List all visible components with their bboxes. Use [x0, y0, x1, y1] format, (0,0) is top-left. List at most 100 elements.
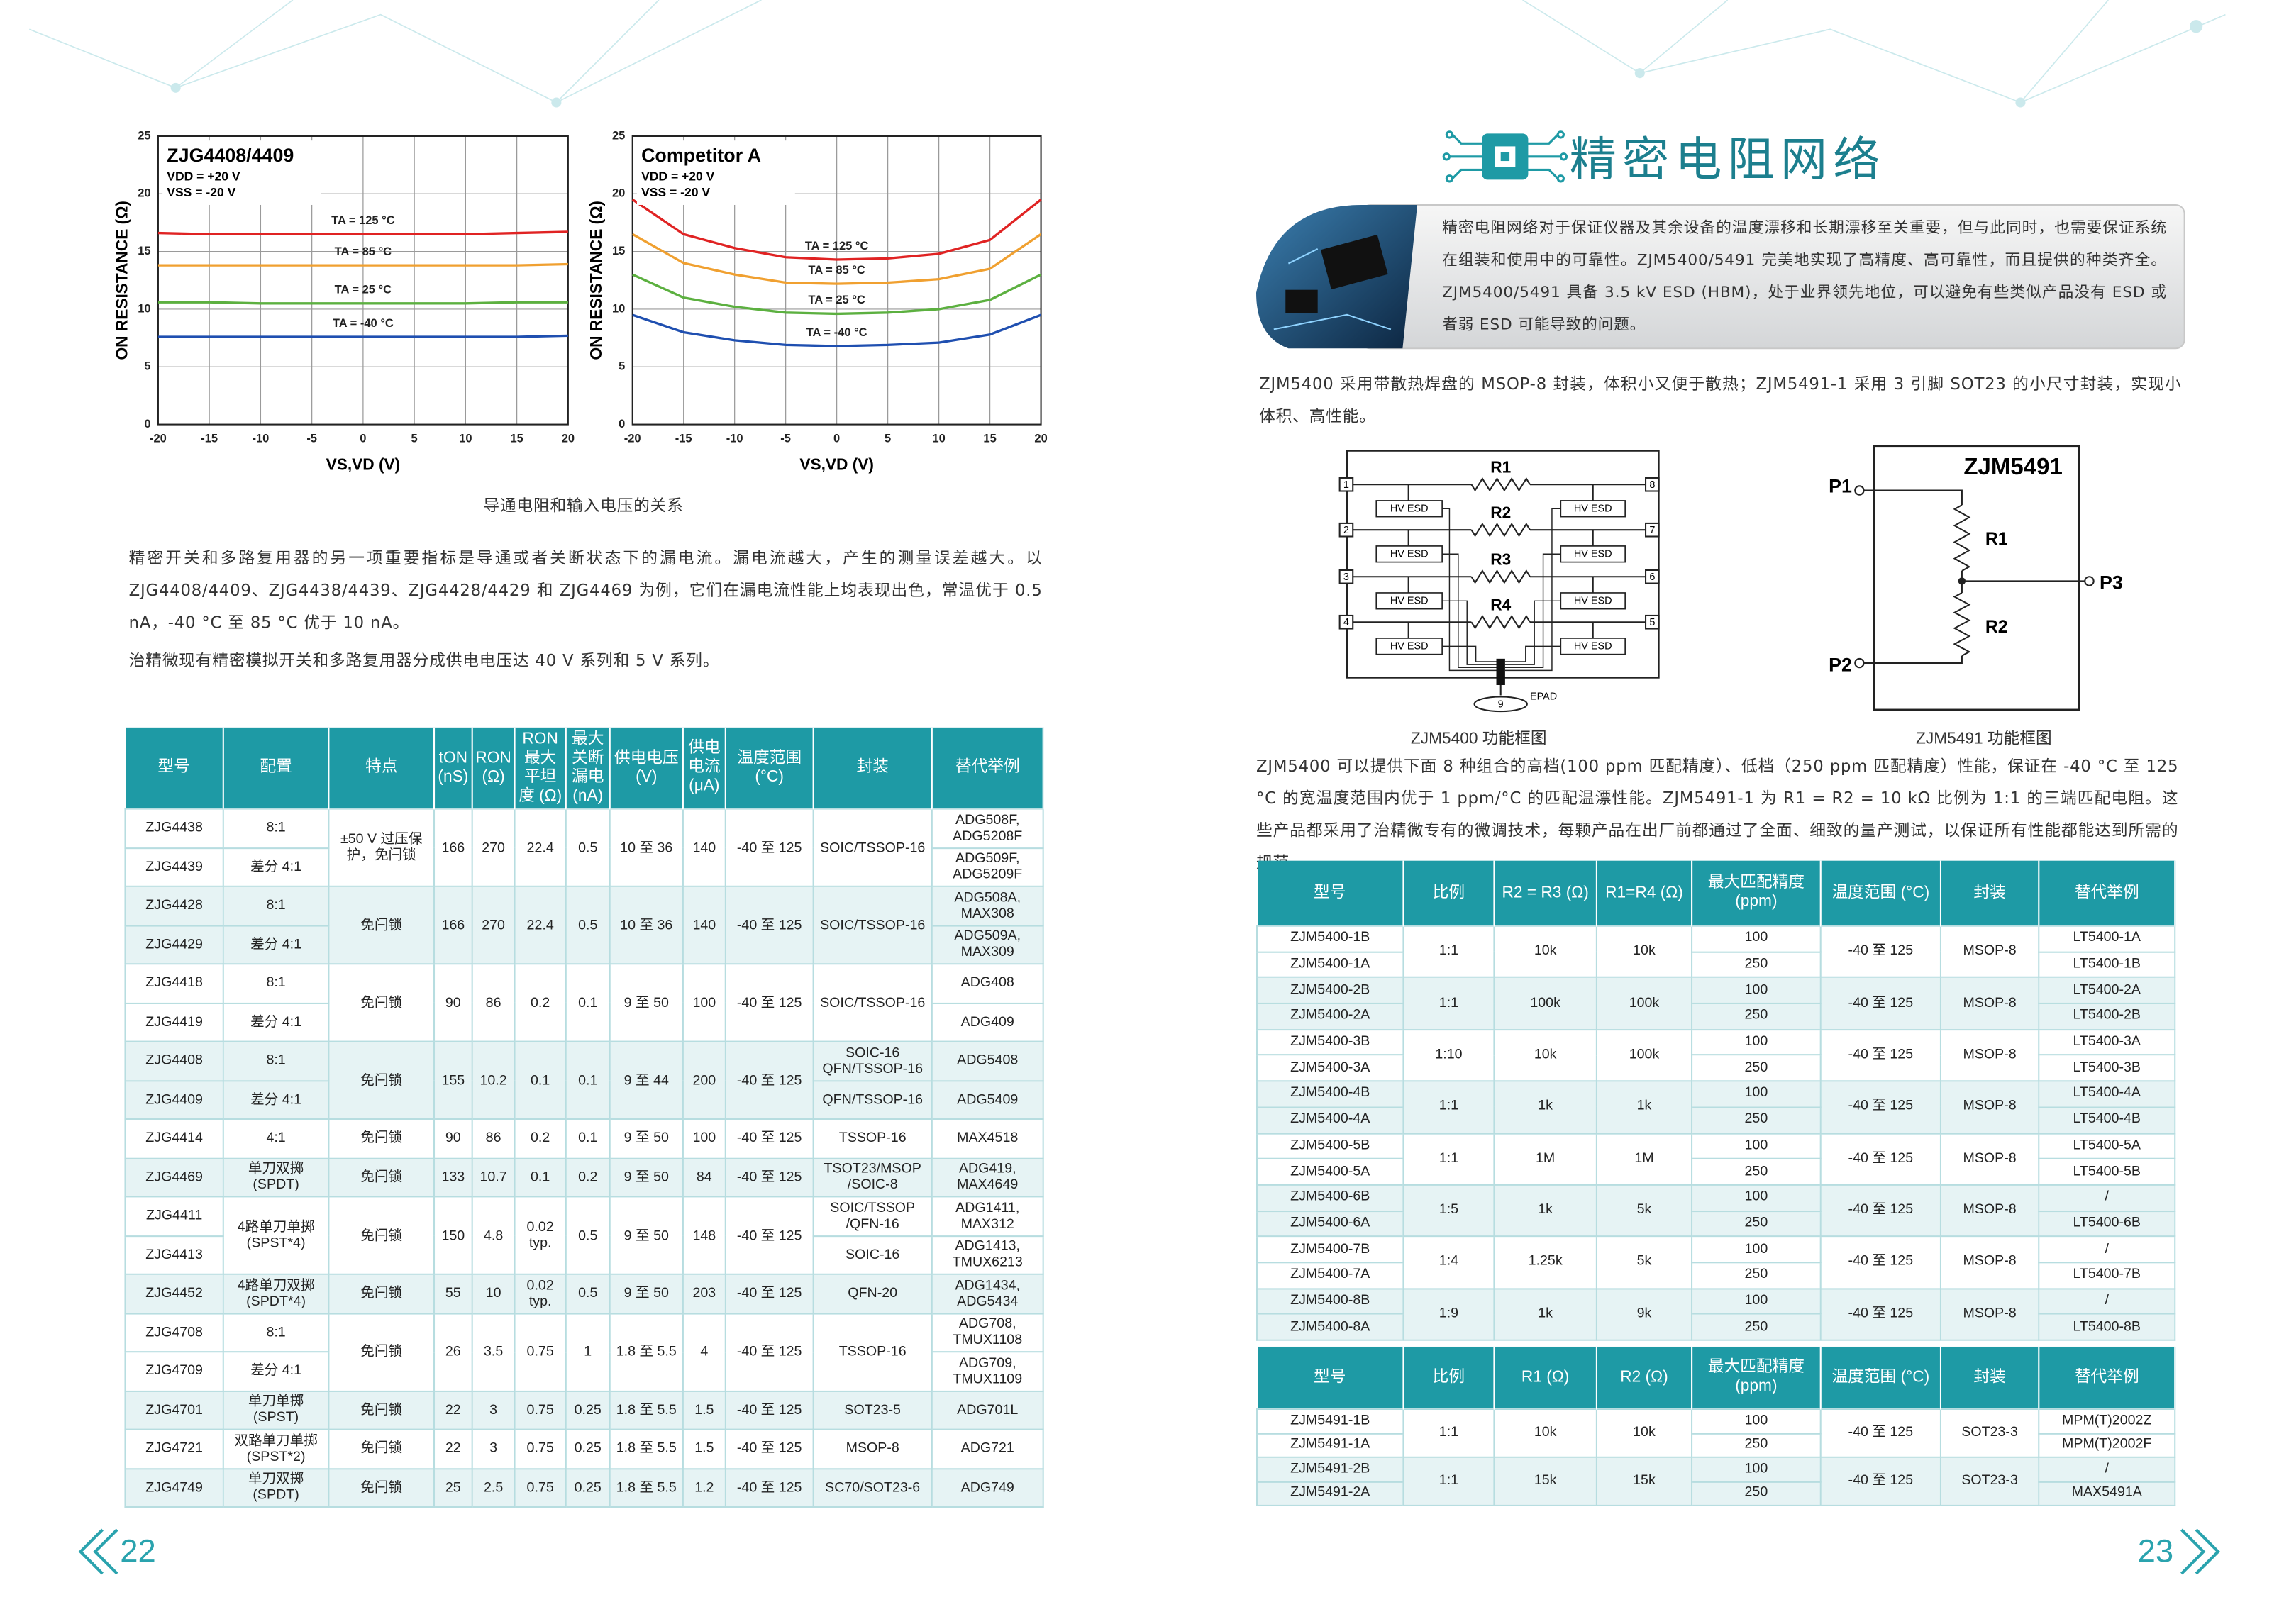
- table-cell: 84: [682, 1157, 726, 1198]
- table-cell: MSOP-8: [812, 1428, 933, 1469]
- table-row: ZJG4708 8:1 免闩锁 26 3.5 0.75 1 1.8 至 5.5 4 -40 至 1…: [124, 1312, 1044, 1391]
- x-tick-label: 5: [411, 433, 418, 445]
- table-cell: MSOP-8: [1939, 1028, 2040, 1082]
- table-cell: 单刀双掷 (SPDT): [222, 1467, 330, 1508]
- paragraph: ZJM5400 采用带散热焊盘的 MSOP-8 封装，体积小又便于散热；ZJM5…: [1259, 374, 2182, 426]
- table-cell: TSOT23/MSOP /SOIC-8: [812, 1157, 933, 1198]
- table-cell: 1k: [1493, 1184, 1597, 1238]
- column-header: 配置: [223, 727, 330, 809]
- table-row: ZJM5400-1A 250 LT5400-1B: [1255, 951, 2176, 979]
- resistor: [1953, 592, 1971, 657]
- table-cell: 22.4: [514, 885, 567, 965]
- diagram-caption: ZJM5400 功能框图: [1411, 728, 1547, 747]
- series-line: [632, 273, 1042, 316]
- table-cell: ZJG4428: [124, 885, 224, 926]
- series-label: TA = 85 °C: [335, 245, 392, 258]
- table-cell: 差分 4:1: [222, 1001, 330, 1042]
- table-cell: 10k: [1595, 925, 1693, 979]
- table-cell: 86: [471, 1118, 516, 1159]
- table-cell: 4路单刀单掷 (SPST*4): [222, 1196, 330, 1275]
- intro-box: [1255, 204, 2185, 350]
- table-cell: LT5400-7B: [2038, 1262, 2176, 1289]
- resistor: [1470, 523, 1531, 538]
- table-cell: 0.1: [514, 1157, 567, 1198]
- x-tick-label: 20: [1034, 433, 1047, 445]
- pin-label: P3: [2100, 572, 2123, 594]
- x-tick-label: 10: [932, 433, 945, 445]
- table-cell: -40 至 125: [1819, 925, 1941, 979]
- table-cell: ZJM5400-7B: [1255, 1235, 1404, 1264]
- table-cell: LT5400-1A: [2038, 925, 2176, 953]
- table-cell: ADG721: [931, 1428, 1044, 1469]
- wire: [1442, 508, 1561, 672]
- table-cell: 单刀双掷 (SPDT): [222, 1157, 330, 1198]
- y-tick-label: 15: [138, 245, 150, 257]
- table-cell: MSOP-8: [1939, 1287, 2040, 1341]
- series-label: TA = 85 °C: [808, 264, 865, 277]
- table-cell: LT5400-6B: [2038, 1210, 2176, 1238]
- column-header: 替代举例: [2039, 1346, 2176, 1409]
- table-cell: LT5400-1B: [2038, 951, 2176, 979]
- table-cell: ADG419, MAX4649: [931, 1157, 1044, 1198]
- table-cell: 10k: [1493, 1028, 1597, 1082]
- table-cell: 单刀单掷 (SPST): [222, 1389, 330, 1430]
- table-cell: 0.5: [565, 1196, 611, 1275]
- table-cell: 100: [1691, 1028, 1822, 1057]
- table-cell: ZJG4429: [124, 924, 224, 965]
- series-line: [157, 301, 568, 305]
- table-cell: 250: [1691, 1432, 1822, 1458]
- column-header: 封装: [813, 727, 933, 809]
- chart-title: ZJG4408/4409: [167, 145, 294, 166]
- column-header: 封装: [1940, 860, 2040, 926]
- wire: [1353, 529, 1646, 546]
- table-cell: 0.02 typ.: [514, 1196, 567, 1275]
- terminal: [2084, 576, 2095, 586]
- wire: [1442, 645, 1561, 662]
- table-row: ZJM5400-6A 250 LT5400-6B: [1255, 1210, 2176, 1238]
- table-cell: SOT23-3: [1939, 1456, 2040, 1506]
- x-axis-label: VS,VD (V): [799, 455, 874, 473]
- table-cell: MAX4518: [931, 1118, 1044, 1159]
- table-cell: 0.5: [565, 1273, 611, 1314]
- resistor-label: R2: [1490, 503, 1511, 521]
- table-cell: 免闩锁: [328, 963, 436, 1042]
- esd-label: HV ESD: [1574, 504, 1612, 515]
- table-cell: 0.5: [565, 808, 611, 887]
- table-cell: ZJG4418: [124, 963, 224, 1003]
- table-cell: ZJG4414: [124, 1118, 224, 1159]
- table-cell: 100: [1691, 1287, 1822, 1316]
- x-tick-label: 5: [885, 433, 891, 445]
- series-line: [631, 199, 1042, 261]
- table-cell: ZJM5400-1A: [1255, 951, 1404, 979]
- table-cell: 1:1: [1402, 1132, 1495, 1186]
- title-box: [636, 140, 795, 205]
- pin-label: 2: [1343, 525, 1349, 536]
- diagram-title: ZJM5491: [1963, 453, 2062, 479]
- table-row: ZJG4411 4路单刀单掷 (SPST*4) 免闩锁 150 4.8 0.02 typ.…: [124, 1196, 1044, 1275]
- package-outline: [1873, 445, 2080, 711]
- series-label: TA = 25 °C: [335, 284, 392, 296]
- table-cell: ZJM5400-6B: [1255, 1184, 1404, 1212]
- table-cell: 150: [433, 1196, 473, 1275]
- column-header: 封装: [1940, 1346, 2040, 1409]
- table-cell: -40 至 125: [1819, 1408, 1941, 1458]
- column-header: 供电电压 (V): [609, 727, 684, 809]
- table-cell: MAX5491A: [2038, 1480, 2176, 1506]
- table-cell: ZJG4413: [124, 1235, 224, 1275]
- table-cell: 8:1: [222, 1312, 330, 1353]
- table-cell: 0.25: [565, 1389, 611, 1430]
- resistor-label: R3: [1490, 550, 1511, 569]
- table-row: ZJM5400-5A 250 LT5400-5B: [1255, 1158, 2176, 1186]
- resistor-label: R1: [1490, 458, 1511, 477]
- table-cell: -40 至 125: [724, 1389, 814, 1430]
- column-header: R1=R4 (Ω): [1596, 860, 1693, 926]
- table-cell: -40 至 125: [1819, 977, 1941, 1030]
- table-cell: -40 至 125: [1819, 1028, 1941, 1082]
- table-cell: SOIC-16 QFN/TSSOP-16: [812, 1040, 933, 1081]
- resistor-label: R1: [1985, 530, 2008, 549]
- column-header: tON (nS): [434, 727, 473, 809]
- plot-frame: [631, 135, 1042, 426]
- y-tick-label: 15: [612, 245, 625, 257]
- table-cell: 4.8: [471, 1196, 516, 1275]
